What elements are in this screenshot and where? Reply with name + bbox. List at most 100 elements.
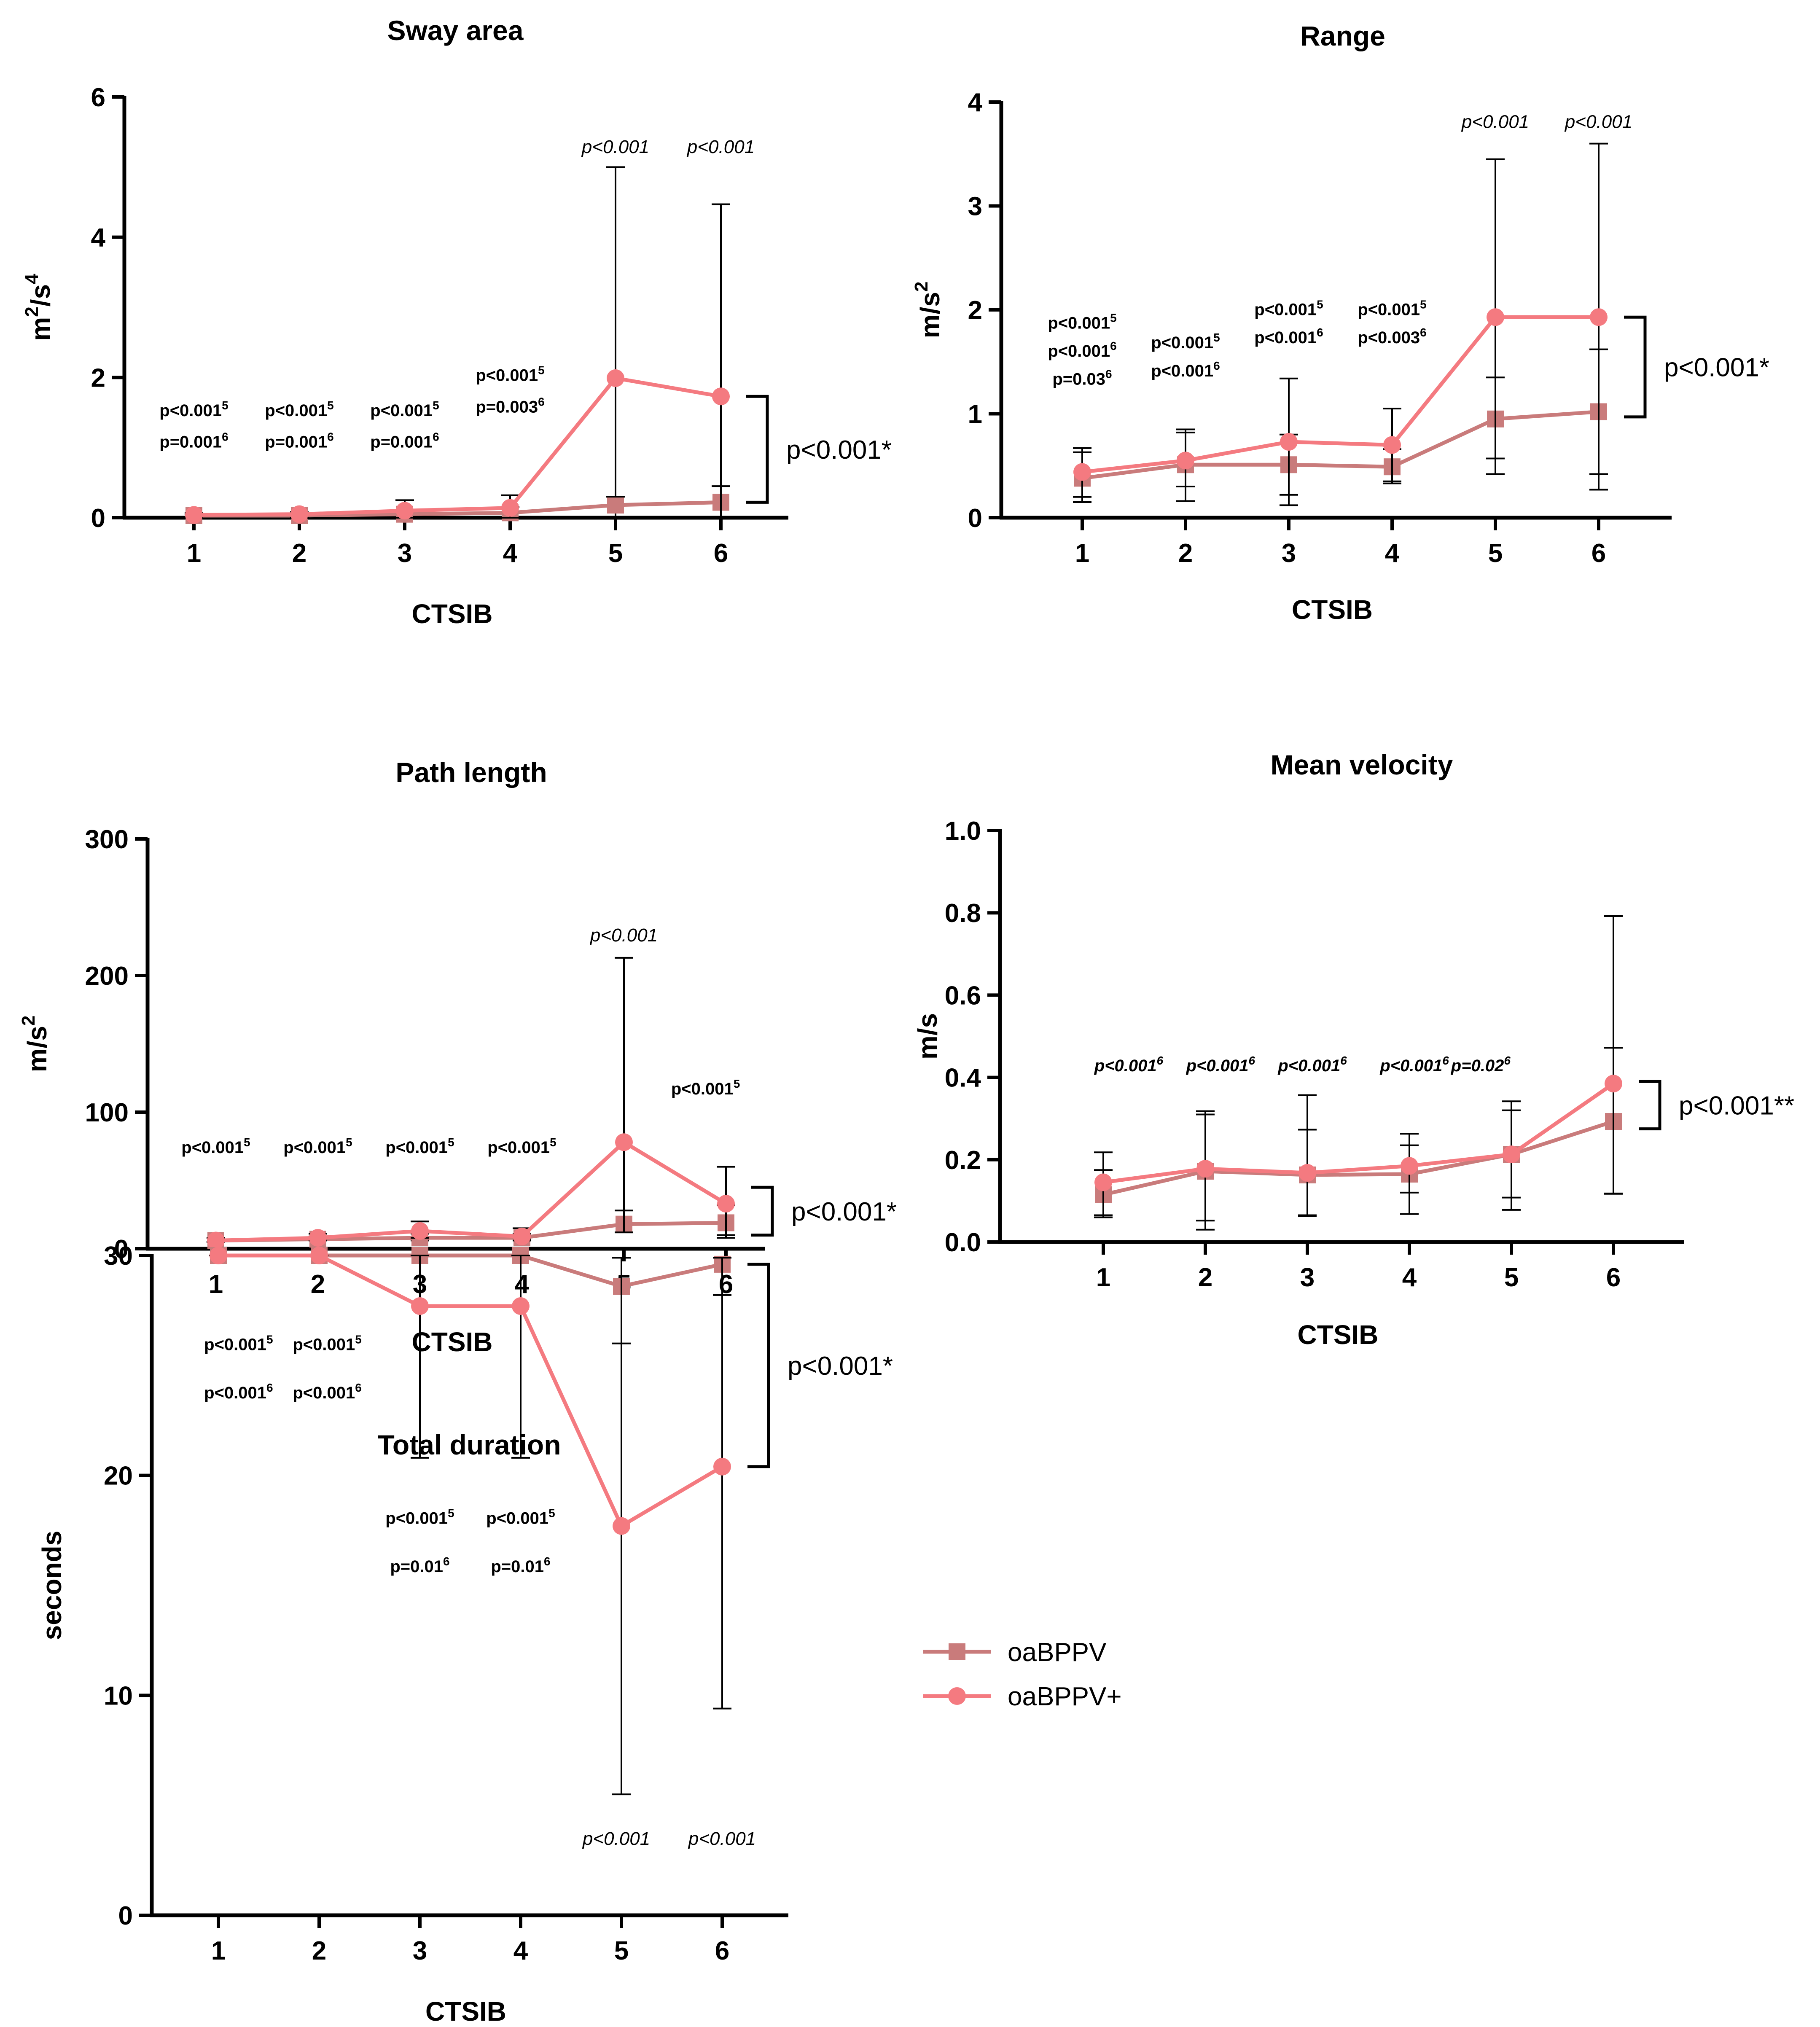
error-bar <box>606 166 625 498</box>
series-line <box>1082 410 1599 480</box>
data-point-circle <box>411 1222 429 1240</box>
y-tick-label: 0 <box>118 1901 133 1930</box>
error-bar <box>511 1255 530 1459</box>
data-point-circle <box>713 1457 731 1476</box>
y-tick-label: 10 <box>104 1681 133 1710</box>
p-value-annotation: p<0.0015 <box>486 1506 555 1527</box>
data-point-circle <box>1177 452 1194 470</box>
y-tick-label: 0.6 <box>945 981 981 1010</box>
x-tick-label: 4 <box>513 1936 528 1965</box>
data-point-circle <box>1401 1157 1418 1175</box>
y-axis-label: seconds <box>37 1531 67 1640</box>
y-tick-label: 0.2 <box>945 1146 981 1175</box>
chart-panel-velocity: Mean velocity 0.0 0.2 0.4 0.6 0.8 1.0 1 2 3 4 5 6 CTS… <box>912 749 1794 1350</box>
x-tick-label: 6 <box>715 1936 729 1965</box>
error-bar <box>411 1255 429 1459</box>
error-bar <box>615 957 633 1234</box>
legend-label: oaBPPV <box>1008 1638 1107 1667</box>
significance-bracket: p<0.001* <box>1624 315 1769 419</box>
legend-marker-circle <box>948 1687 966 1705</box>
series-line <box>194 376 721 517</box>
significance-label: p<0.001* <box>788 1352 893 1381</box>
x-axis-label: CTSIB <box>412 599 493 629</box>
data-point-circle <box>607 369 624 387</box>
data-point-circle <box>396 502 414 520</box>
series-line <box>218 1253 723 1528</box>
p-value-annotation: p=0.0036 <box>476 395 544 417</box>
x-tick-label: 5 <box>614 1936 629 1965</box>
series-line <box>215 1140 727 1243</box>
chart-panel-sway: Sway area 0 2 4 6 1 2 3 4 5 6 CTSIB m2/s4 p<0.0015 p=0… <box>22 15 892 629</box>
p-value-annotation: p<0.0016 <box>1048 339 1116 360</box>
p-value-annotation: p<0.0016 <box>1254 326 1323 347</box>
series-line <box>218 1253 723 1288</box>
data-point-circle <box>290 505 308 523</box>
data-point-circle <box>1487 308 1504 326</box>
p-value-annotation: p<0.001 <box>1461 112 1529 132</box>
data-point-circle <box>501 499 519 517</box>
error-bar <box>713 1257 731 1710</box>
x-axis-label: CTSIB <box>412 1327 493 1357</box>
p-value-annotation: p<0.0016 <box>1379 1054 1449 1075</box>
data-point-square <box>607 497 624 514</box>
p-value-annotation: p<0.0015 <box>1358 298 1426 319</box>
x-tick-label: 4 <box>1402 1263 1417 1292</box>
y-tick-label: 2 <box>91 363 105 392</box>
data-point-circle <box>1280 433 1298 451</box>
data-point-circle <box>615 1133 633 1151</box>
error-bar <box>1298 1094 1317 1217</box>
p-value-annotation: p<0.001 <box>582 1828 650 1849</box>
y-tick-label: 1.0 <box>945 817 981 846</box>
data-point-circle <box>613 1517 630 1535</box>
p-value-annotation: p=0.026 <box>1451 1054 1511 1075</box>
significance-label: p<0.001* <box>791 1197 897 1226</box>
significance-bracket: p<0.001* <box>751 1186 897 1237</box>
x-tick-label: 1 <box>211 1936 226 1965</box>
p-value-annotation: p<0.0015 <box>385 1136 454 1157</box>
x-tick-label: 3 <box>413 1936 427 1965</box>
chart-panel-range: Range 0 1 2 3 4 1 2 3 4 5 6 CTSIB m/s2 p<0.0015 p<0.001… <box>911 20 1769 625</box>
legend-item-oabppv-plus: oaBPPV+ <box>923 1682 1122 1711</box>
y-tick-label: 0.0 <box>945 1228 981 1257</box>
error-bar <box>1604 915 1623 1194</box>
y-tick-label: 100 <box>85 1098 129 1127</box>
data-point-circle <box>411 1297 429 1315</box>
y-tick-label: 4 <box>91 223 106 253</box>
p-value-annotation: p=0.016 <box>491 1555 550 1576</box>
x-tick-label: 1 <box>209 1270 223 1299</box>
p-value-annotation: p<0.0015 <box>476 364 544 385</box>
p-value-annotation: p<0.0015 <box>1254 298 1323 319</box>
p-value-annotation: p<0.0016 <box>1094 1054 1164 1075</box>
data-point-circle <box>207 1231 225 1250</box>
data-point-circle <box>712 387 730 406</box>
series-line <box>1102 1119 1614 1197</box>
series-oabppv <box>1094 1047 1623 1231</box>
chart-title: Path length <box>395 757 547 788</box>
p-value-annotation: p<0.0036 <box>1358 326 1426 347</box>
p-value-annotation: p<0.001 <box>1564 112 1632 132</box>
data-point-circle <box>1196 1160 1214 1178</box>
x-axis-label: CTSIB <box>425 1996 506 2027</box>
significance-bracket: p<0.001* <box>747 1263 893 1468</box>
p-value-annotation: p<0.0015 <box>159 399 228 420</box>
data-point-circle <box>1605 1075 1622 1093</box>
series-oabppv-plus <box>1094 915 1623 1222</box>
chart-panel-duration: Total duration 0 10 20 30 1 2 3 4 5 6 CTSIB seconds p… <box>37 1242 893 2027</box>
significance-label: p<0.001* <box>1664 353 1769 382</box>
x-tick-label: 1 <box>187 539 201 568</box>
x-tick-label: 3 <box>1282 539 1296 568</box>
p-value-annotation: p<0.0015 <box>385 1506 454 1527</box>
p-value-annotation: p=0.0016 <box>265 430 333 452</box>
y-tick-label: 0 <box>968 504 982 533</box>
y-axis-label: m/s2 <box>18 1016 52 1073</box>
series-oabppv-plus <box>207 957 735 1250</box>
data-point-circle <box>512 1297 530 1315</box>
x-tick-label: 5 <box>608 539 623 568</box>
data-point-circle <box>210 1247 227 1264</box>
data-point-circle <box>185 506 203 524</box>
x-tick-label: 3 <box>1300 1263 1315 1292</box>
legend-label: oaBPPV+ <box>1008 1682 1122 1711</box>
y-tick-label: 6 <box>91 83 105 112</box>
y-tick-label: 200 <box>85 962 129 991</box>
p-value-annotation: p<0.0015 <box>283 1136 352 1157</box>
